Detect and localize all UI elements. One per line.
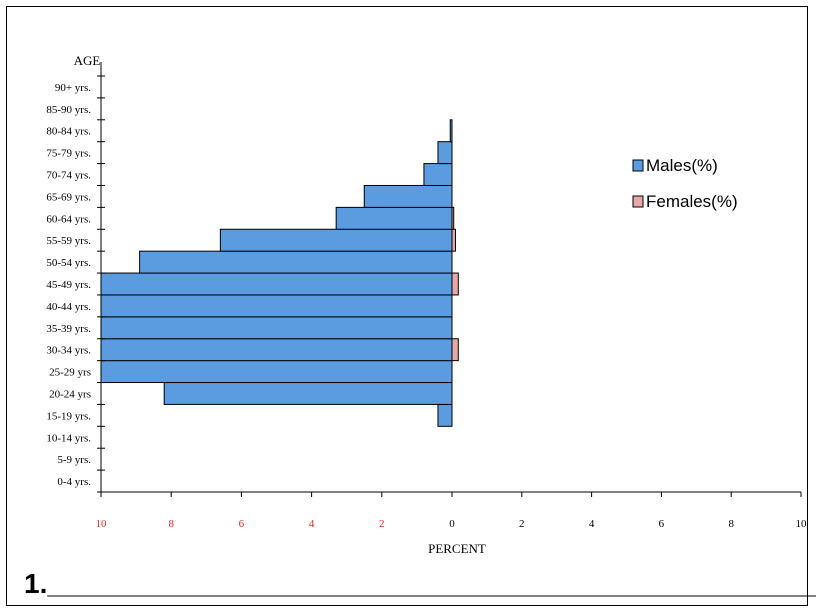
bar-male-10 bbox=[139, 250, 453, 274]
y-tick-label: 35-39 yrs. bbox=[46, 323, 91, 335]
bar-male-8 bbox=[100, 294, 453, 318]
bar-female-11 bbox=[451, 228, 456, 252]
x-tick-label-left: 10 bbox=[96, 518, 108, 530]
bar-male-5 bbox=[100, 360, 453, 384]
y-tick-label: 75-79 yrs. bbox=[46, 148, 91, 160]
y-tick-label: 20-24 yrs bbox=[49, 388, 91, 400]
y-tick-label: 0-4 yrs. bbox=[57, 476, 91, 488]
y-tick-label: 30-34 yrs. bbox=[46, 345, 91, 357]
x-tick-label-left: 2 bbox=[379, 518, 385, 530]
legend-swatch-1 bbox=[632, 195, 644, 208]
y-tick-label: 60-64 yrs. bbox=[46, 213, 91, 225]
bar-female-12 bbox=[451, 206, 455, 230]
x-tick-label-right: 10 bbox=[796, 518, 808, 530]
y-tick-label: 65-69 yrs. bbox=[46, 191, 91, 203]
y-tick-label: 85-90 yrs. bbox=[46, 104, 91, 116]
legend-label-0: Males(%) bbox=[646, 156, 718, 175]
x-tick-label-right: 8 bbox=[728, 518, 734, 530]
bar-male-14 bbox=[423, 163, 453, 186]
bar-male-11 bbox=[219, 228, 453, 252]
x-tick-label-right: 0 bbox=[449, 518, 455, 530]
y-tick-label: 80-84 yrs. bbox=[46, 126, 91, 138]
y-tick-label: 10-14 yrs. bbox=[46, 432, 91, 444]
x-tick-label-left: 4 bbox=[309, 518, 315, 530]
y-tick-label: 25-29 yrs bbox=[49, 367, 91, 379]
x-tick-labels: 10 8 6 4 2 0 2 4 6 8 10 bbox=[96, 518, 808, 530]
x-tick-label-right: 4 bbox=[589, 518, 595, 530]
bar-male-6 bbox=[100, 338, 453, 362]
caption-text: 1.______________________________________… bbox=[24, 568, 816, 599]
y-tick-label: 55-59 yrs. bbox=[46, 235, 91, 247]
y-tick-label: 45-49 yrs. bbox=[46, 279, 91, 291]
legend: Males(%) Females(%) bbox=[632, 156, 738, 211]
x-tick-label-left: 6 bbox=[239, 518, 245, 530]
y-axis-title: AGE bbox=[74, 53, 101, 68]
bar-male-3 bbox=[437, 403, 453, 427]
bar-female-9 bbox=[451, 272, 459, 296]
y-tick-label: 90+ yrs. bbox=[55, 82, 91, 94]
x-tick-label-right: 2 bbox=[519, 518, 525, 530]
bar-male-12 bbox=[335, 206, 453, 230]
y-tick-labels: 0-4 yrs. 5-9 yrs. 10-14 yrs. 15-19 yrs. 20-2… bbox=[46, 82, 91, 488]
x-tick-label-left: 8 bbox=[168, 518, 174, 530]
y-tick-label: 40-44 yrs. bbox=[46, 301, 91, 313]
bars-group bbox=[100, 119, 459, 427]
bar-male-7 bbox=[100, 316, 453, 340]
x-tick-label-right: 6 bbox=[659, 518, 665, 530]
bar-male-15 bbox=[437, 141, 453, 165]
bar-male-13 bbox=[363, 184, 453, 208]
legend-swatch-0 bbox=[632, 159, 644, 172]
bar-male-4 bbox=[163, 382, 453, 405]
y-tick-label: 5-9 yrs. bbox=[57, 454, 91, 466]
axes-group bbox=[97, 62, 802, 497]
bar-male-16 bbox=[449, 119, 453, 143]
y-tick-label: 70-74 yrs. bbox=[46, 170, 91, 182]
bar-male-9 bbox=[100, 272, 453, 296]
y-tick-label: 15-19 yrs. bbox=[46, 410, 91, 422]
x-axis-title: PERCENT bbox=[428, 541, 486, 556]
legend-label-1: Females(%) bbox=[646, 192, 738, 211]
bar-female-6 bbox=[451, 338, 459, 362]
y-tick-label: 50-54 yrs. bbox=[46, 257, 91, 269]
